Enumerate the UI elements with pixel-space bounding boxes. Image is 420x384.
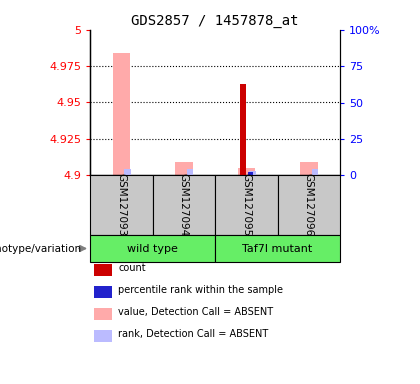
- Bar: [187, 169, 193, 175]
- Text: GSM127094: GSM127094: [179, 173, 189, 237]
- Title: GDS2857 / 1457878_at: GDS2857 / 1457878_at: [131, 13, 299, 28]
- Bar: [113, 53, 130, 175]
- Bar: [249, 172, 253, 175]
- Bar: [300, 162, 318, 175]
- Text: value, Detection Call = ABSENT: value, Detection Call = ABSENT: [118, 307, 273, 317]
- Text: Taf7l mutant: Taf7l mutant: [242, 243, 312, 253]
- Bar: [312, 169, 318, 175]
- Bar: [240, 84, 246, 175]
- Bar: [278, 175, 340, 235]
- Bar: [249, 170, 256, 175]
- Bar: [152, 175, 215, 235]
- Bar: [215, 175, 278, 235]
- Text: genotype/variation: genotype/variation: [0, 243, 81, 253]
- Bar: [90, 175, 152, 235]
- Text: percentile rank within the sample: percentile rank within the sample: [118, 285, 284, 295]
- Text: GSM127095: GSM127095: [241, 173, 251, 237]
- Text: count: count: [118, 263, 146, 273]
- Text: rank, Detection Call = ABSENT: rank, Detection Call = ABSENT: [118, 329, 269, 339]
- Text: GSM127093: GSM127093: [116, 173, 126, 237]
- Text: GSM127096: GSM127096: [304, 173, 314, 237]
- Bar: [124, 169, 131, 175]
- Text: wild type: wild type: [127, 243, 178, 253]
- Bar: [175, 162, 192, 175]
- Bar: [237, 168, 255, 175]
- Bar: [215, 235, 340, 262]
- Bar: [90, 235, 215, 262]
